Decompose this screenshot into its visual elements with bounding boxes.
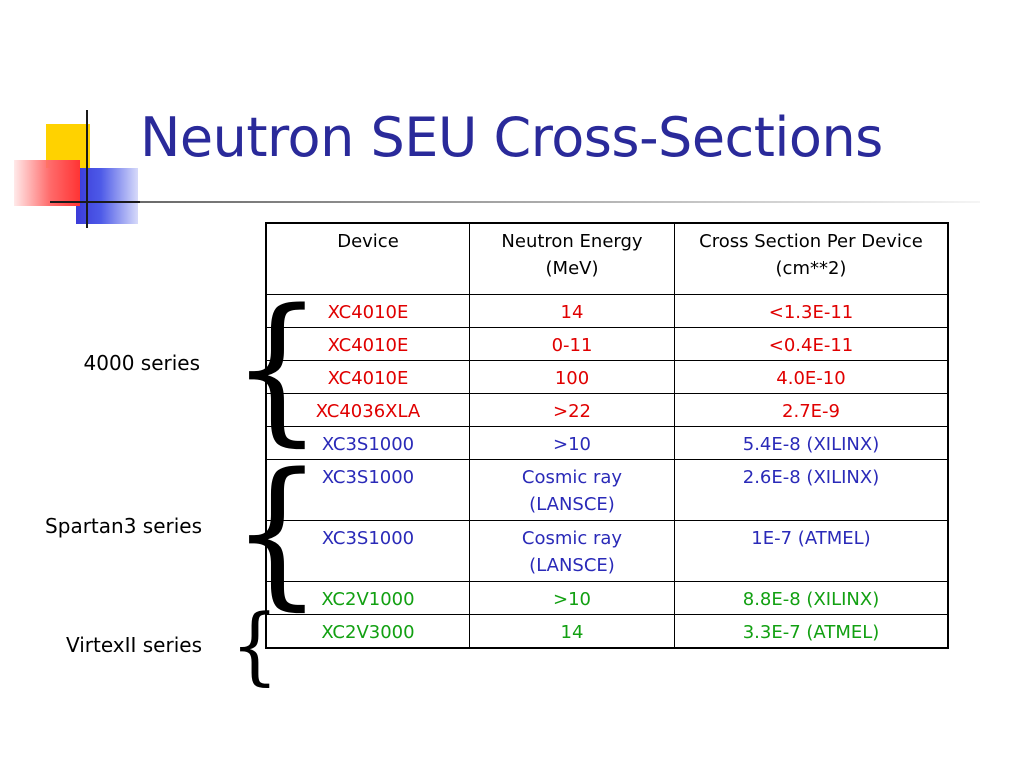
header-energy-line1: Neutron Energy [501, 231, 643, 252]
table-row: XC4010E 14 <1.3E-11 [265, 294, 949, 328]
group-label-spartan3-series: Spartan3 series [45, 514, 202, 538]
header-device-text: Device [337, 231, 399, 252]
device-cell: XC4010E [265, 327, 470, 361]
cross-section-cell: 8.8E-8 (XILINX) [674, 581, 949, 615]
table-row: XC4010E 0-11 <0.4E-11 [265, 327, 949, 361]
energy-cell: >22 [469, 393, 675, 427]
group-label-4000-series: 4000 series [83, 351, 200, 375]
device-cell: XC3S1000 [265, 426, 470, 460]
brace-virtexii-series: { [230, 596, 279, 694]
cross-section-cell: 3.3E-7 (ATMEL) [674, 614, 949, 648]
title-underline [140, 201, 980, 203]
horizontal-rule-dark [50, 201, 140, 203]
header-energy-line2: (MeV) [545, 258, 599, 279]
cross-section-cell: 2.6E-8 (XILINX) [674, 459, 949, 521]
cross-section-cell: 5.4E-8 (XILINX) [674, 426, 949, 460]
energy-line1: Cosmic ray [521, 467, 623, 488]
energy-cell: Cosmic ray (LANSCE) [469, 459, 675, 521]
energy-line2: (LANSCE) [529, 494, 615, 515]
slide-decoration [0, 0, 160, 240]
table-row: XC2V3000 14 3.3E-7 (ATMEL) [265, 614, 949, 648]
brace-spartan3-series: { [231, 438, 323, 625]
device-cell: XC4036XLA [265, 393, 470, 427]
table-row: XC4010E 100 4.0E-10 [265, 360, 949, 394]
cross-section-cell: 4.0E-10 [674, 360, 949, 394]
energy-cell: >10 [469, 581, 675, 615]
table-row: XC3S1000 Cosmic ray (LANSCE) 2.6E-8 (XIL… [265, 459, 949, 521]
energy-cell: 14 [469, 294, 675, 328]
energy-cell: 0-11 [469, 327, 675, 361]
slide-title: Neutron SEU Cross-Sections [140, 106, 883, 169]
device-cell: XC2V3000 [265, 614, 470, 648]
energy-cell: >10 [469, 426, 675, 460]
device-cell: XC3S1000 [265, 520, 470, 582]
red-square-decoration [14, 160, 80, 206]
table-row: XC4036XLA >22 2.7E-9 [265, 393, 949, 427]
header-cross-section-line2: (cm**2) [775, 258, 847, 279]
table-header-row: Device Neutron Energy (MeV) Cross Sectio… [265, 222, 949, 295]
device-cell: XC3S1000 [265, 459, 470, 521]
table-row: XC3S1000 Cosmic ray (LANSCE) 1E-7 (ATMEL… [265, 520, 949, 582]
table-row: XC2V1000 >10 8.8E-8 (XILINX) [265, 581, 949, 615]
vertical-rule [86, 110, 88, 228]
header-cross-section: Cross Section Per Device (cm**2) [674, 222, 949, 295]
brace-4000-series: { [231, 274, 323, 461]
device-cell: XC2V1000 [265, 581, 470, 615]
energy-cell: 14 [469, 614, 675, 648]
header-cross-section-line1: Cross Section Per Device [699, 231, 923, 252]
cross-section-cell: 1E-7 (ATMEL) [674, 520, 949, 582]
energy-line2: (LANSCE) [529, 555, 615, 576]
energy-cell: 100 [469, 360, 675, 394]
cross-section-cell: <0.4E-11 [674, 327, 949, 361]
header-neutron-energy: Neutron Energy (MeV) [469, 222, 675, 295]
seu-cross-section-table: Device Neutron Energy (MeV) Cross Sectio… [265, 222, 949, 649]
energy-line1: Cosmic ray [521, 528, 623, 549]
cross-section-cell: <1.3E-11 [674, 294, 949, 328]
header-device: Device [265, 222, 470, 295]
table-row: XC3S1000 >10 5.4E-8 (XILINX) [265, 426, 949, 460]
group-label-virtexii-series: VirtexII series [65, 633, 202, 657]
cross-section-cell: 2.7E-9 [674, 393, 949, 427]
energy-cell: Cosmic ray (LANSCE) [469, 520, 675, 582]
